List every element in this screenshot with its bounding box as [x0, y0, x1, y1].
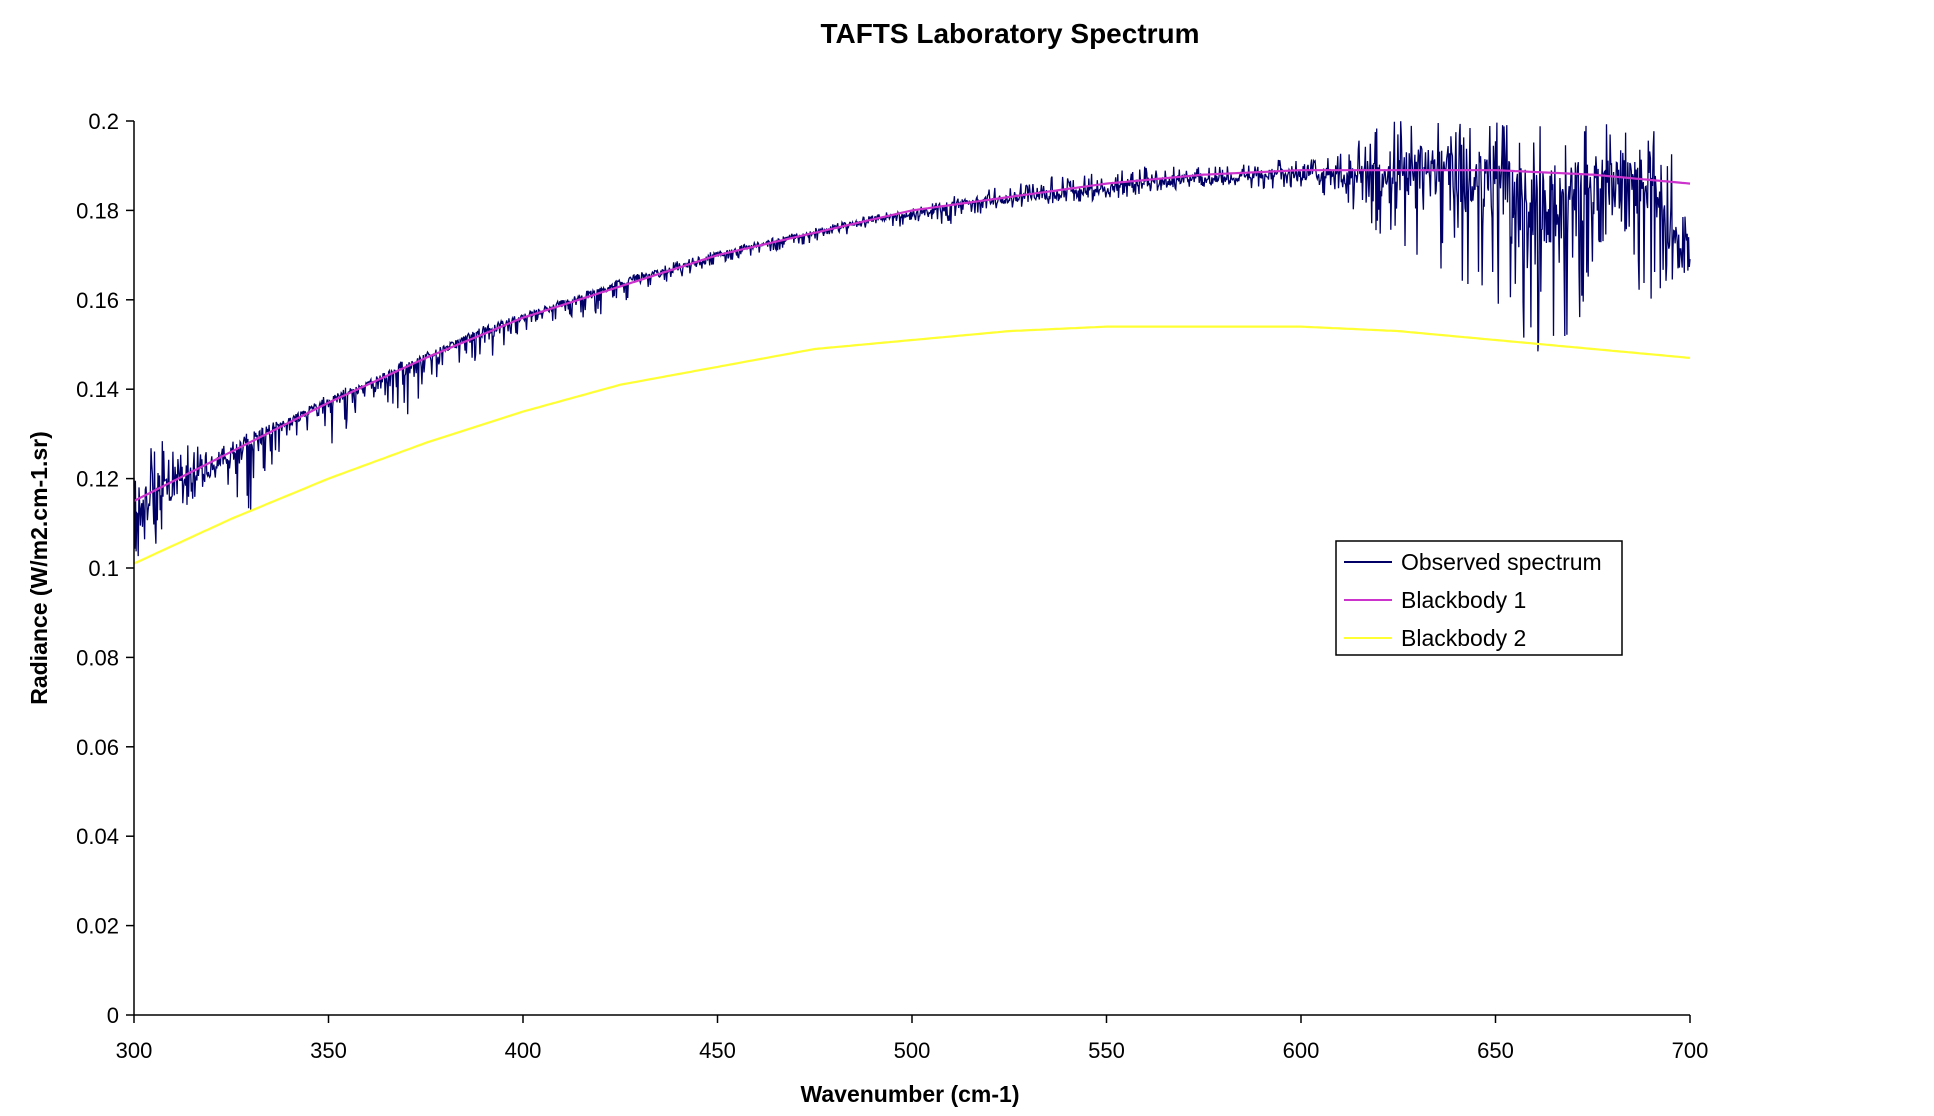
y-tick-label: 0.02 — [76, 914, 119, 939]
series-line-blackbody-1 — [133, 169, 1691, 502]
x-tick-label: 450 — [699, 1038, 736, 1063]
legend-box — [1335, 540, 1623, 656]
y-tick-label: 0.12 — [76, 467, 119, 492]
y-tick-label: 0.18 — [76, 198, 119, 223]
legend-label-observed-spectrum: Observed spectrum — [1401, 549, 1602, 575]
legend-label-blackbody-1: Blackbody 1 — [1401, 587, 1526, 613]
x-axis-ticks: 300 350 400 450 500 550 600 650 700 — [116, 1015, 1709, 1063]
plot-area — [133, 121, 1691, 565]
y-tick-label: 0.16 — [76, 288, 119, 313]
y-axis-ticks: 0 0.02 0.04 0.06 0.08 0.1 0.12 0.14 0.16 0.18 0.2 — [76, 109, 134, 1028]
series-line-observed-spectrum — [133, 121, 1691, 557]
y-axis-label: Radiance (W/m2.cm-1.sr) — [26, 431, 52, 705]
x-tick-label: 650 — [1477, 1038, 1514, 1063]
legend: Observed spectrum Blackbody 1 Blackbody … — [1335, 540, 1623, 656]
x-tick-label: 500 — [894, 1038, 931, 1063]
x-tick-label: 550 — [1088, 1038, 1125, 1063]
x-tick-label: 350 — [310, 1038, 347, 1063]
y-tick-label: 0.14 — [76, 377, 119, 402]
y-tick-label: 0.1 — [88, 556, 119, 581]
legend-label-blackbody-2: Blackbody 2 — [1401, 625, 1526, 651]
y-tick-label: 0.06 — [76, 735, 119, 760]
chart-title: TAFTS Laboratory Spectrum — [820, 18, 1199, 49]
x-tick-label: 600 — [1283, 1038, 1320, 1063]
x-tick-label: 700 — [1672, 1038, 1709, 1063]
y-tick-label: 0.08 — [76, 645, 119, 670]
y-tick-label: 0.2 — [88, 109, 119, 134]
x-axis-label: Wavenumber (cm-1) — [801, 1081, 1020, 1107]
y-tick-label: 0.04 — [76, 824, 119, 849]
series-line-blackbody-2 — [133, 325, 1691, 565]
x-tick-label: 300 — [116, 1038, 153, 1063]
x-tick-label: 400 — [505, 1038, 542, 1063]
y-tick-label: 0 — [107, 1003, 119, 1028]
